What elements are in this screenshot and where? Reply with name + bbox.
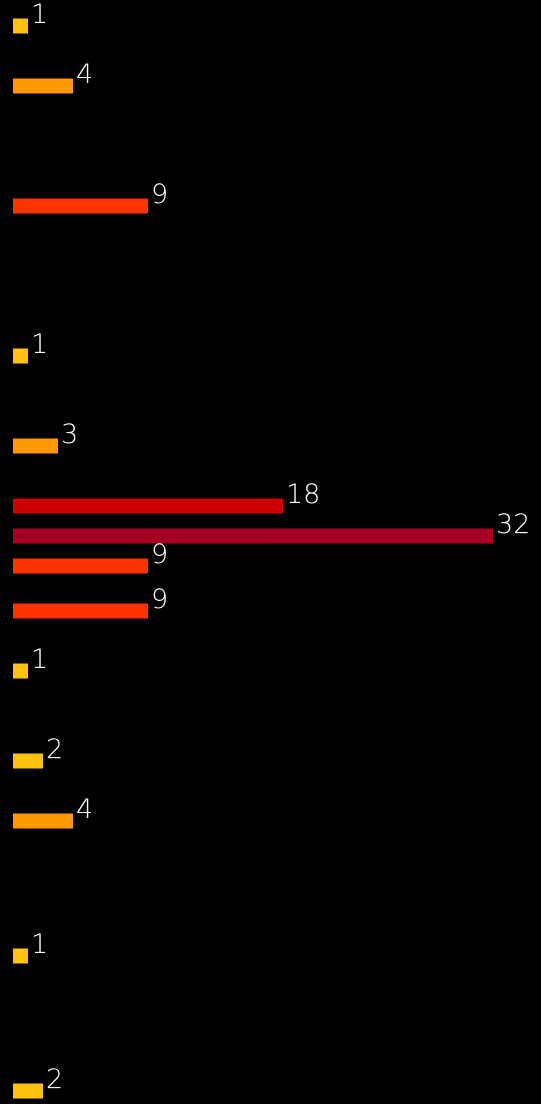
bar-12	[13, 948, 28, 964]
bar-1	[13, 78, 73, 94]
bar-value-label-9: 1	[31, 644, 48, 675]
bar-value-label-4: 3	[61, 419, 78, 450]
bar-value-label-0: 1	[31, 0, 48, 30]
bar-7	[13, 558, 148, 574]
bar-value-label-11: 4	[76, 794, 93, 825]
bar-2	[13, 198, 148, 214]
bar-value-label-13: 2	[46, 1064, 63, 1095]
bar-value-label-2: 9	[151, 179, 168, 210]
bar-5	[13, 498, 283, 514]
bar-11	[13, 813, 73, 829]
bar-value-label-6: 32	[496, 509, 530, 540]
bar-8	[13, 603, 148, 619]
bar-10	[13, 753, 43, 769]
bar-3	[13, 348, 28, 364]
bar-6	[13, 528, 493, 544]
bar-value-label-3: 1	[31, 329, 48, 360]
bar-value-label-8: 9	[151, 584, 168, 615]
bar-0	[13, 18, 28, 34]
bar-value-label-1: 4	[76, 59, 93, 90]
bar-9	[13, 663, 28, 679]
bar-value-label-7: 9	[151, 539, 168, 570]
bar-4	[13, 438, 58, 454]
bar-value-label-5: 18	[286, 479, 320, 510]
bar-value-label-10: 2	[46, 734, 63, 765]
bar-value-label-12: 1	[31, 929, 48, 960]
bar-13	[13, 1083, 43, 1099]
